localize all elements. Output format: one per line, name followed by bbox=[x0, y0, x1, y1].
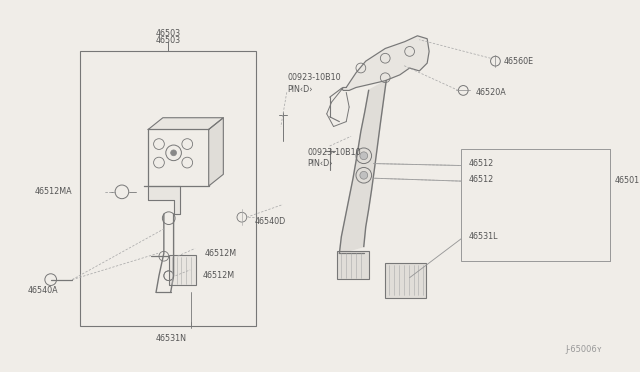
Polygon shape bbox=[341, 36, 429, 90]
Text: 46540D: 46540D bbox=[255, 217, 286, 225]
Text: 00923-10B10: 00923-10B10 bbox=[288, 73, 341, 82]
Text: J-65006ʏ: J-65006ʏ bbox=[566, 345, 603, 354]
Text: 46512M: 46512M bbox=[205, 249, 237, 258]
Text: 46520A: 46520A bbox=[476, 88, 507, 97]
Polygon shape bbox=[209, 118, 223, 186]
Circle shape bbox=[360, 152, 367, 160]
Circle shape bbox=[360, 171, 367, 179]
Bar bbox=[169, 255, 196, 285]
Text: 46531N: 46531N bbox=[155, 334, 186, 343]
Text: 46531L: 46531L bbox=[469, 232, 499, 241]
Text: 46503: 46503 bbox=[155, 29, 180, 38]
Text: 46503: 46503 bbox=[155, 36, 180, 45]
Text: 46560E: 46560E bbox=[503, 57, 533, 66]
Text: 00923-10B10: 00923-10B10 bbox=[307, 148, 361, 157]
Text: 46501: 46501 bbox=[614, 176, 639, 185]
Text: PIN‹D›: PIN‹D› bbox=[288, 85, 313, 94]
Text: 46512: 46512 bbox=[469, 175, 494, 184]
Bar bbox=[385, 263, 426, 298]
Polygon shape bbox=[148, 118, 223, 129]
Circle shape bbox=[171, 150, 177, 156]
Text: 46512MA: 46512MA bbox=[34, 187, 72, 196]
Polygon shape bbox=[145, 186, 180, 214]
Text: 46512M: 46512M bbox=[203, 271, 235, 280]
Text: 46540A: 46540A bbox=[28, 286, 58, 295]
Bar bbox=[337, 251, 369, 279]
Text: PIN‹D›: PIN‹D› bbox=[307, 159, 333, 168]
Bar bbox=[148, 129, 209, 186]
Text: 46512: 46512 bbox=[469, 159, 494, 168]
Polygon shape bbox=[339, 81, 386, 253]
Bar bbox=[461, 149, 609, 261]
Bar bbox=[80, 51, 255, 327]
